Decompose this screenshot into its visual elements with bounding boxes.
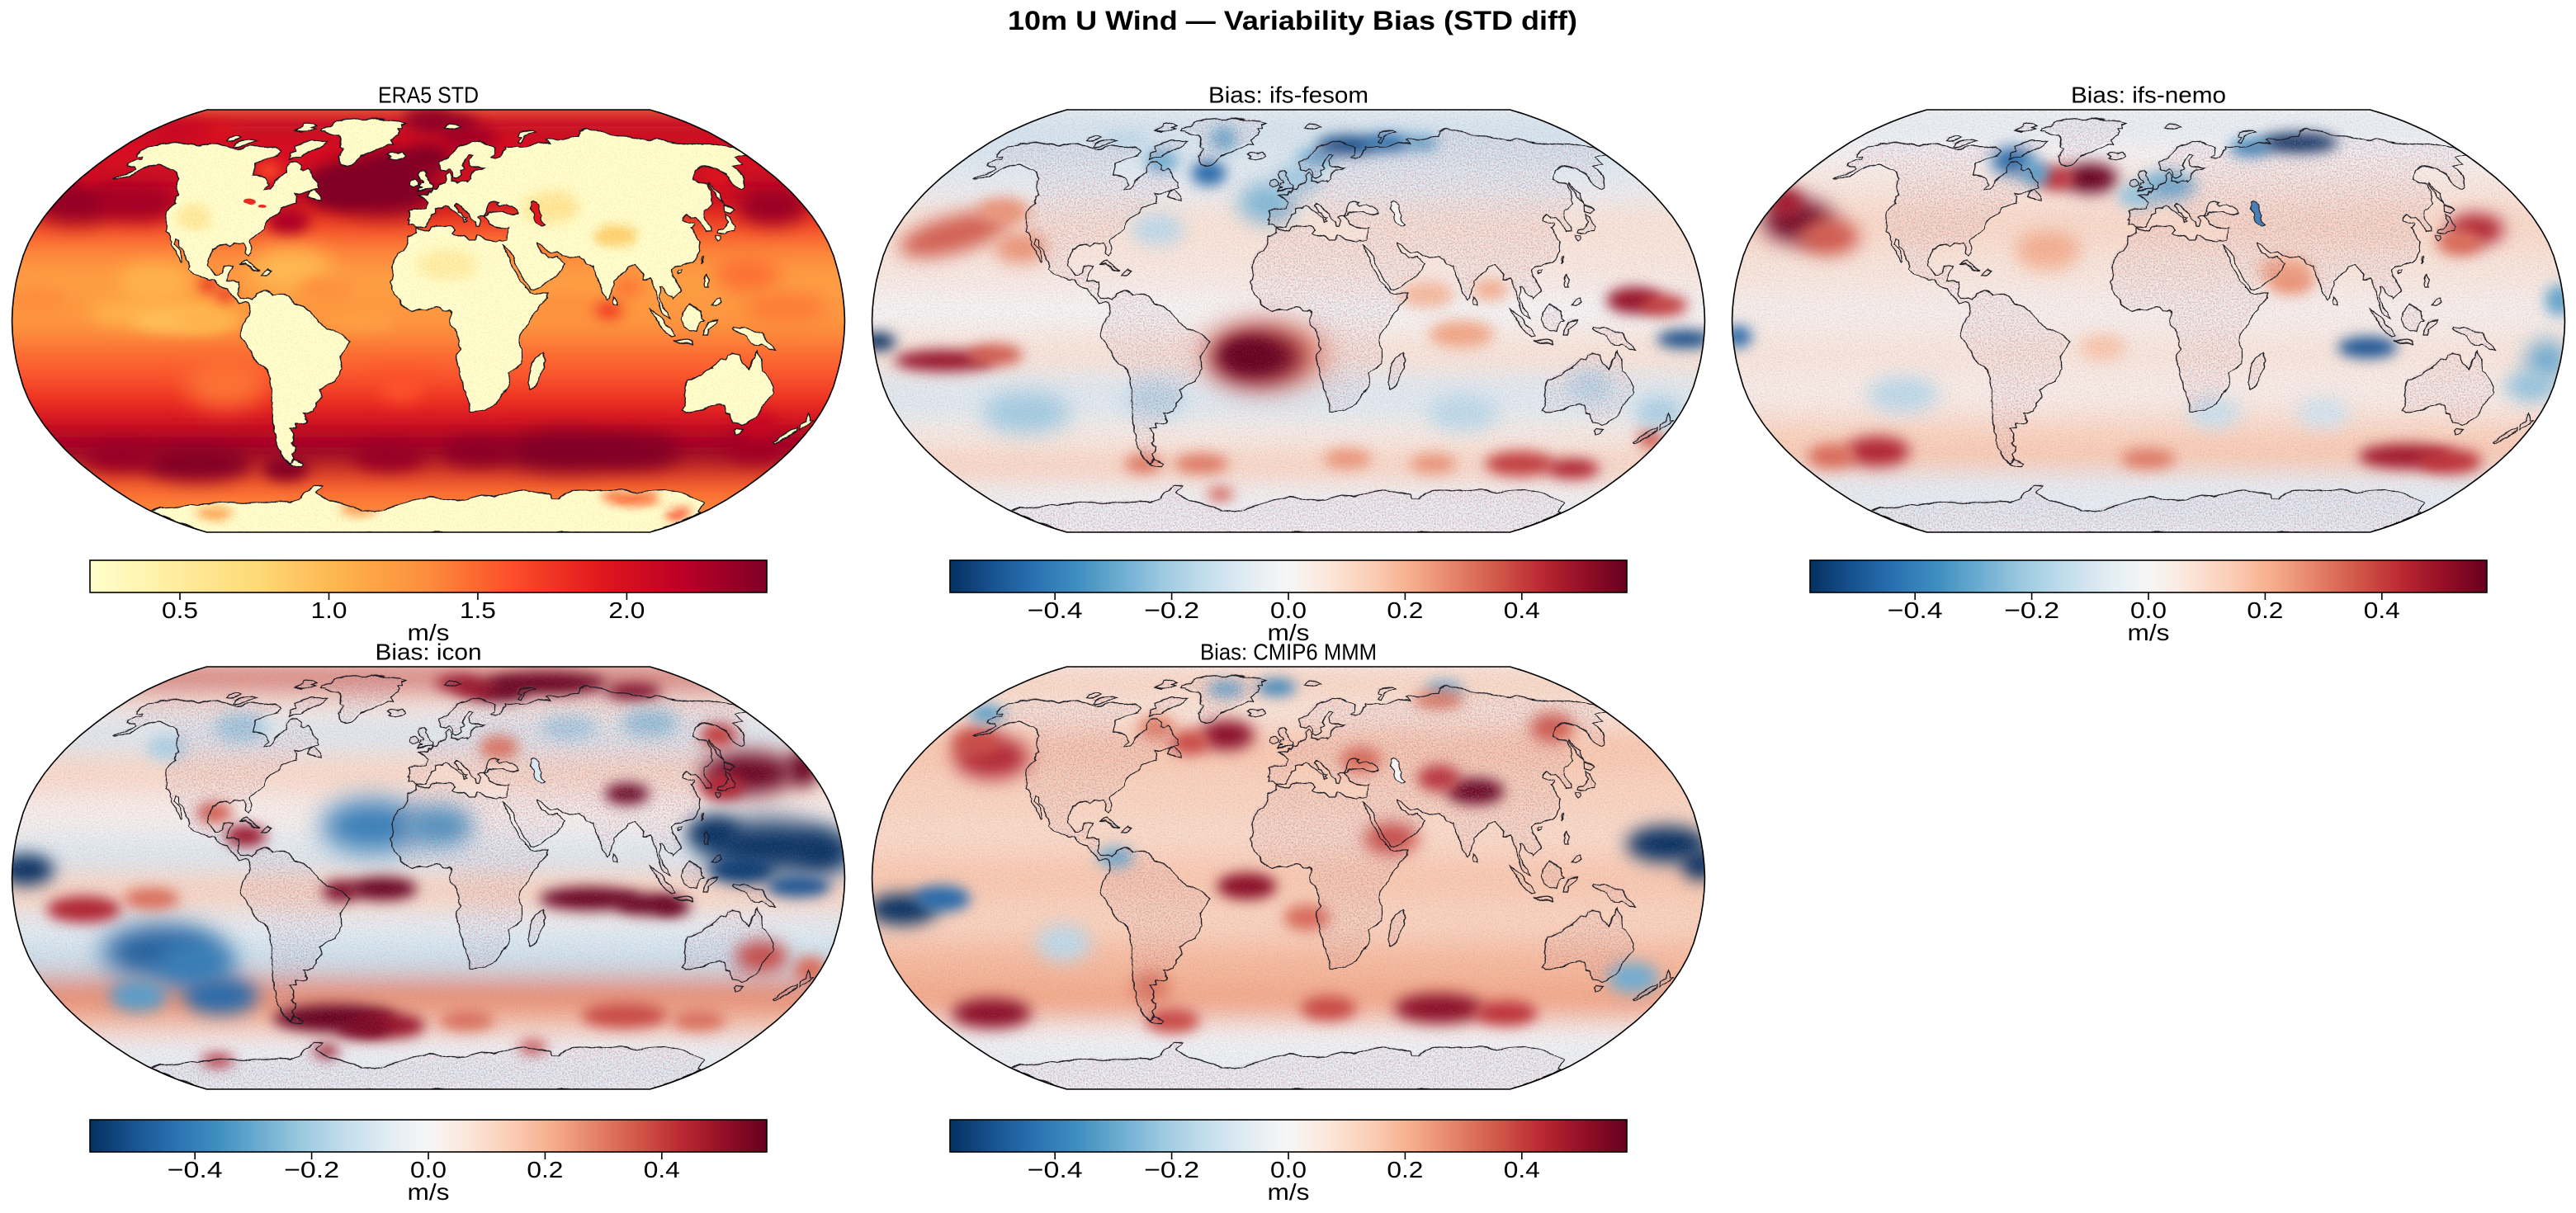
svg-text:m/s: m/s [408,620,450,645]
svg-text:0.2: 0.2 [527,1157,563,1182]
svg-text:0.0: 0.0 [1270,597,1307,623]
svg-text:0.5: 0.5 [162,597,198,623]
svg-text:0.4: 0.4 [2364,597,2400,623]
svg-text:Bias: icon: Bias: icon [376,640,482,665]
svg-text:−0.4: −0.4 [168,1157,223,1182]
svg-text:−0.2: −0.2 [1144,597,1199,623]
svg-text:−0.2: −0.2 [284,1157,339,1182]
svg-text:0.0: 0.0 [410,1157,447,1182]
svg-text:−0.4: −0.4 [1028,597,1083,623]
svg-text:−0.2: −0.2 [1144,1157,1199,1182]
svg-text:0.4: 0.4 [644,1157,680,1182]
svg-text:−0.4: −0.4 [1028,1157,1083,1182]
svg-text:10m U Wind — Variability Bias: 10m U Wind — Variability Bias (STD diff) [1008,6,1577,35]
svg-text:0.4: 0.4 [1504,597,1540,623]
svg-text:Bias: ifs-fesom: Bias: ifs-fesom [1208,83,1368,108]
svg-text:Bias: ifs-nemo: Bias: ifs-nemo [2071,83,2226,108]
svg-text:m/s: m/s [1268,1179,1310,1205]
svg-text:0.0: 0.0 [2130,597,2167,623]
svg-text:m/s: m/s [408,1179,450,1205]
svg-text:m/s: m/s [2128,620,2170,645]
svg-text:2.0: 2.0 [608,597,645,623]
svg-text:1.5: 1.5 [460,597,496,623]
svg-text:0.2: 0.2 [1387,1157,1423,1182]
svg-text:0.0: 0.0 [1270,1157,1307,1182]
svg-text:0.2: 0.2 [1387,597,1423,623]
svg-text:0.2: 0.2 [2247,597,2283,623]
svg-text:−0.4: −0.4 [1888,597,1943,623]
svg-text:0.4: 0.4 [1504,1157,1540,1182]
svg-text:−0.2: −0.2 [2004,597,2059,623]
svg-text:Bias: CMIP6 MMM: Bias: CMIP6 MMM [1200,640,1377,665]
svg-text:m/s: m/s [1268,620,1310,645]
svg-text:ERA5 STD: ERA5 STD [378,83,479,108]
svg-text:1.0: 1.0 [311,597,347,623]
